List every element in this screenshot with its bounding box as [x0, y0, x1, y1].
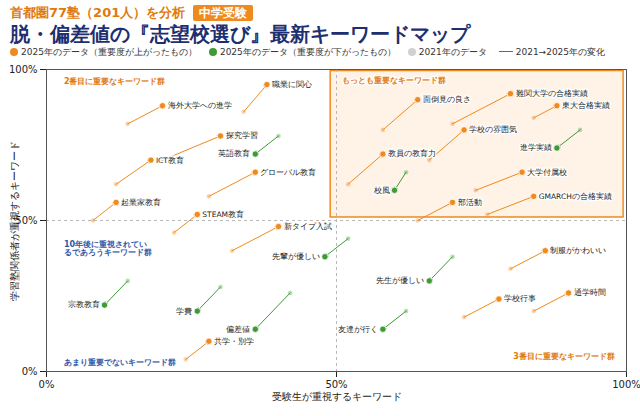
- svg-text:制服がかわいい: 制服がかわいい: [550, 246, 606, 255]
- svg-text:東大合格実績: 東大合格実績: [562, 101, 610, 110]
- svg-text:進学実績: 進学実績: [520, 143, 552, 152]
- html-text:2021年のデータ: 2021年のデータ: [418, 47, 487, 57]
- svg-text:ICT教育: ICT教育: [156, 156, 184, 165]
- svg-text:3番目に重要なキーワード群: 3番目に重要なキーワード群: [513, 352, 615, 361]
- svg-text:職業に関心: 職業に関心: [272, 80, 312, 89]
- svg-text:友達が行く: 友達が行く: [338, 325, 378, 334]
- svg-text:0%: 0%: [22, 366, 38, 377]
- svg-text:起業家教育: 起業家教育: [121, 198, 161, 207]
- svg-text:STEAM教育: STEAM教育: [202, 210, 244, 219]
- svg-text:新タイプ入試: 新タイプ入試: [284, 222, 332, 231]
- svg-text:先生が優しい: 先生が優しい: [376, 276, 424, 285]
- svg-text:英語教育: 英語教育: [218, 149, 250, 158]
- svg-text:10年後に重視されているであろうキーワード群: 10年後に重視されているであろうキーワード群: [64, 240, 152, 257]
- svg-text:海外大学への進学: 海外大学への進学: [168, 101, 232, 110]
- svg-text:100%: 100%: [9, 64, 38, 75]
- html-text:2025年のデータ（重要度が下がったもの）: 2025年のデータ（重要度が下がったもの）: [219, 47, 396, 57]
- svg-text:学校行事: 学校行事: [504, 294, 536, 303]
- svg-text:通学時間: 通学時間: [574, 288, 606, 297]
- svg-text:大学付属校: 大学付属校: [527, 168, 567, 177]
- html-text:首都圏77塾（201人）を分析: 首都圏77塾（201人）を分析: [10, 5, 186, 20]
- html-text:脱・偏差値の『志望校選び』最新キーワードマップ: 脱・偏差値の『志望校選び』最新キーワードマップ: [10, 22, 470, 46]
- svg-text:部活動: 部活動: [458, 198, 482, 207]
- html-text:中学受験: 中学受験: [199, 6, 248, 20]
- svg-text:探究学習: 探究学習: [226, 131, 258, 140]
- svg-text:宗教教育: 宗教教育: [68, 300, 100, 309]
- svg-text:GMARCHの合格実績: GMARCHの合格実績: [539, 192, 612, 201]
- svg-text:2番目に重要なキーワード群: 2番目に重要なキーワード群: [64, 77, 166, 86]
- svg-text:共学・別学: 共学・別学: [214, 337, 254, 346]
- svg-text:校風: 校風: [373, 186, 390, 195]
- svg-text:100%: 100%: [612, 379, 640, 390]
- svg-text:学習塾関係者が重視するキーワード: 学習塾関係者が重視するキーワード: [9, 141, 20, 301]
- svg-text:学費: 学費: [176, 307, 192, 316]
- svg-text:受験生が重視するキーワード: 受験生が重視するキーワード: [272, 391, 402, 402]
- html-text:2021→2025年の変化: 2021→2025年の変化: [515, 47, 606, 57]
- svg-text:教員の教育力: 教員の教育力: [388, 149, 436, 158]
- svg-text:50%: 50%: [15, 214, 38, 226]
- html-text:2025年のデータ（重要度が上がったもの）: 2025年のデータ（重要度が上がったもの）: [21, 47, 197, 57]
- svg-text:もっとも重要なキーワード群: もっとも重要なキーワード群: [342, 76, 446, 85]
- svg-text:あまり重要でないキーワード群: あまり重要でないキーワード群: [64, 358, 176, 367]
- svg-text:偏差値: 偏差値: [226, 325, 250, 334]
- svg-text:グローバル教育: グローバル教育: [260, 168, 316, 177]
- svg-text:難関大学の合格実績: 難関大学の合格実績: [516, 89, 588, 98]
- svg-text:先輩が優しい: 先輩が優しい: [272, 252, 320, 261]
- svg-text:面倒見の良さ: 面倒見の良さ: [423, 95, 471, 104]
- svg-text:50%: 50%: [325, 379, 347, 390]
- svg-text:0%: 0%: [39, 379, 55, 390]
- svg-text:学校の雰囲気: 学校の雰囲気: [469, 125, 517, 134]
